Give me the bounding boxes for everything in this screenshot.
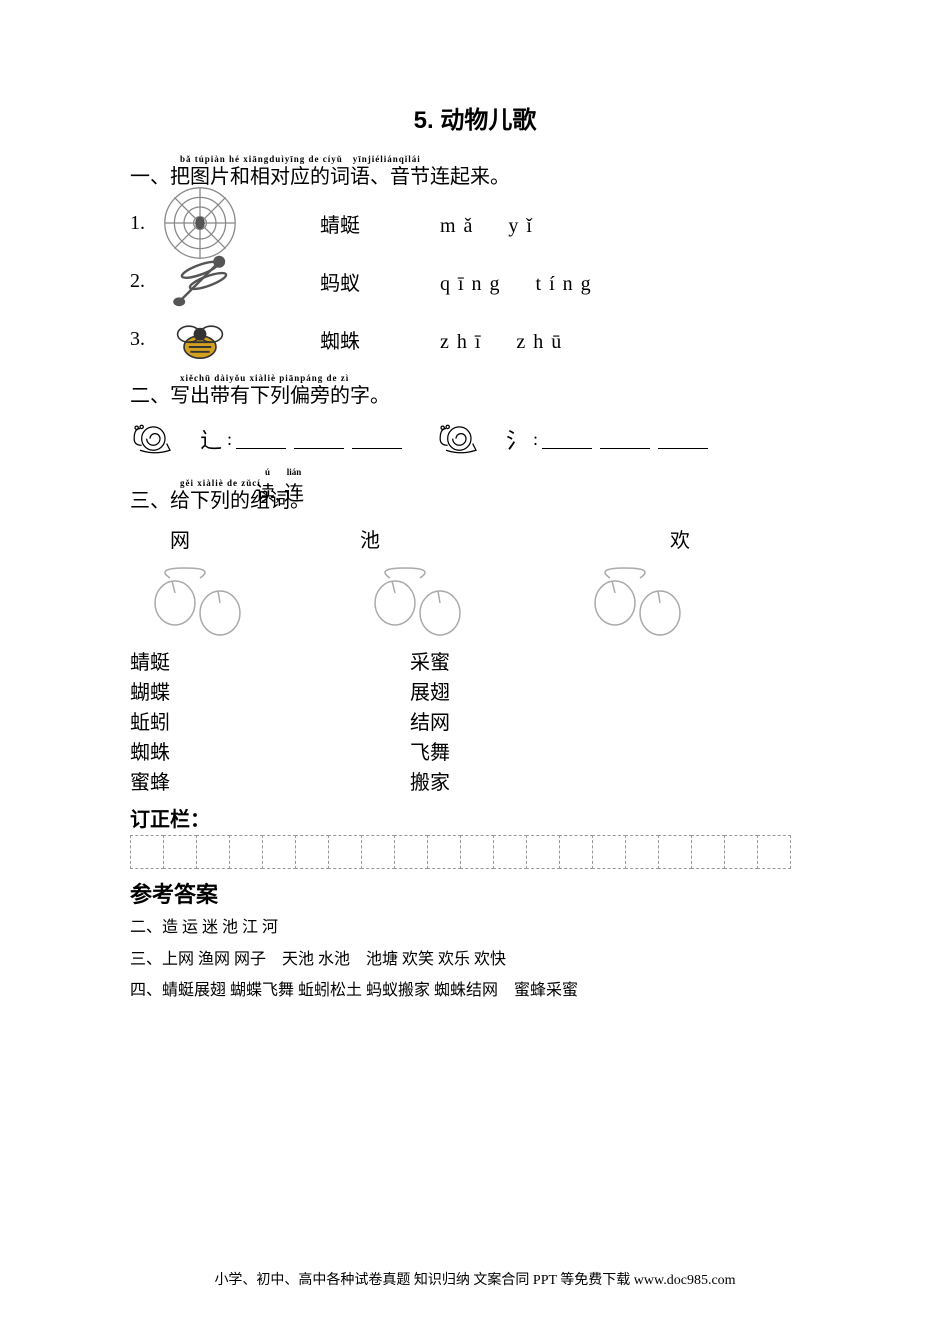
grid-cell <box>196 835 230 869</box>
blank <box>658 429 708 449</box>
row-num: 3. <box>130 328 160 351</box>
grid-cell <box>460 835 494 869</box>
grid-cell <box>130 835 164 869</box>
match-item: 展翅 <box>410 678 610 708</box>
grid-cell <box>658 835 692 869</box>
answer-line: 三、上网 渔网 网子 天池 水池 池塘 欢笑 欢乐 欢快 <box>130 947 820 973</box>
correction-label: 订正栏： <box>130 803 820 832</box>
blank <box>294 429 344 449</box>
match-left-col: 蜻蜓 蝴蝶 蚯蚓 蜘蛛 蜜蜂 <box>130 648 410 798</box>
answer-line: 四、蜻蜓展翅 蝴蝶飞舞 蚯蚓松土 蚂蚁搬家 蜘蛛结网 蜜蜂采蜜 <box>130 978 820 1004</box>
apple-icons <box>130 563 350 653</box>
blank <box>236 429 286 449</box>
match-item: 结网 <box>410 708 610 738</box>
grid-cell <box>592 835 626 869</box>
word-group-2: 池 <box>350 524 570 653</box>
grid-cell <box>295 835 329 869</box>
word-group-1: 网 <box>130 524 350 653</box>
section2-pinyin: xiěchū dàiyǒu xiàliè piānpáng de zì <box>180 374 820 383</box>
row-word: 蜻蜓 <box>240 209 440 238</box>
section1-header: bǎ túpiàn hé xiāngduìyīng de cíyǔ yīnjié… <box>130 155 820 190</box>
exercise-row-3: 3. 蜘蛛 zhī zhū <box>130 314 820 364</box>
grid-cell <box>559 835 593 869</box>
grid-cell <box>493 835 527 869</box>
radical-2: 氵 <box>506 423 528 455</box>
extra-pinyin: lián <box>284 468 304 477</box>
match-columns: 蜻蜓 蝴蝶 蚯蚓 蜘蛛 蜜蜂 采蜜 展翅 结网 飞舞 搬家 <box>130 648 820 798</box>
section4-extra: ú 读, lián 连 <box>255 468 304 506</box>
word-char: 网 <box>130 524 350 553</box>
grid-cell <box>262 835 296 869</box>
colon: : <box>533 429 538 450</box>
row-num: 1. <box>130 212 160 235</box>
correction-grid <box>130 835 820 869</box>
extra-pinyin: ú <box>255 468 280 477</box>
match-right-col: 采蜜 展翅 结网 飞舞 搬家 <box>410 648 610 798</box>
radical-1: 辶 <box>200 423 222 455</box>
bee-icon <box>160 299 240 379</box>
extra-char: 连 <box>284 477 304 506</box>
grid-cell <box>691 835 725 869</box>
extra-char: 读, <box>255 477 280 506</box>
apple-icons <box>570 563 790 653</box>
match-item: 蜜蜂 <box>130 768 410 798</box>
row-pinyin: mǎ yǐ <box>440 209 620 238</box>
grid-cell <box>328 835 362 869</box>
colon: : <box>227 429 232 450</box>
row-word: 蚂蚁 <box>240 267 440 296</box>
answer-line: 二、造 运 迷 池 江 河 <box>130 915 820 941</box>
section3-text: 三、给下列的组词。 <box>130 488 820 514</box>
section1-pinyin: bǎ túpiàn hé xiāngduìyīng de cíyǔ yīnjié… <box>180 155 820 164</box>
blank <box>600 429 650 449</box>
match-item: 飞舞 <box>410 738 610 768</box>
row-pinyin: zhī zhū <box>440 325 620 354</box>
match-item: 蚯蚓 <box>130 708 410 738</box>
row-pinyin: qīng tíng <box>440 267 620 296</box>
grid-cell <box>427 835 461 869</box>
worksheet-title: 5. 动物儿歌 <box>130 100 820 135</box>
grid-cell <box>526 835 560 869</box>
blank <box>352 429 402 449</box>
match-item: 蜘蛛 <box>130 738 410 768</box>
grid-cell <box>229 835 263 869</box>
snail-icon <box>436 419 486 459</box>
grid-cell <box>724 835 758 869</box>
word-char: 欢 <box>570 524 790 553</box>
section2-text: 二、写出带有下列偏旁的字。 <box>130 383 820 409</box>
row-word: 蜘蛛 <box>240 325 440 354</box>
apple-icons <box>350 563 570 653</box>
word-group-3: 欢 <box>570 524 790 653</box>
row-num: 2. <box>130 270 160 293</box>
snail-icon <box>130 419 180 459</box>
section3-header: gěi xiàliè de zǔcí 三、给下列的组词。 <box>130 479 820 514</box>
grid-cell <box>625 835 659 869</box>
section2-header: xiěchū dàiyǒu xiàliè piānpáng de zì 二、写出… <box>180 374 820 409</box>
blank <box>542 429 592 449</box>
answer-label: 参考答案 <box>130 877 820 909</box>
section1-text: 一、把图片和相对应的词语、音节连起来。 <box>130 164 820 190</box>
match-item: 蝴蝶 <box>130 678 410 708</box>
section2-content: 辶 : 氵 : <box>130 419 820 459</box>
match-item: 搬家 <box>410 768 610 798</box>
footer-text: 小学、初中、高中各种试卷真题 知识归纳 文案合同 PPT 等免费下载 www.d… <box>0 1269 950 1289</box>
section3-content: 网 池 欢 <box>130 524 820 653</box>
grid-cell <box>757 835 791 869</box>
grid-cell <box>394 835 428 869</box>
word-char: 池 <box>350 524 570 553</box>
grid-cell <box>163 835 197 869</box>
grid-cell <box>361 835 395 869</box>
